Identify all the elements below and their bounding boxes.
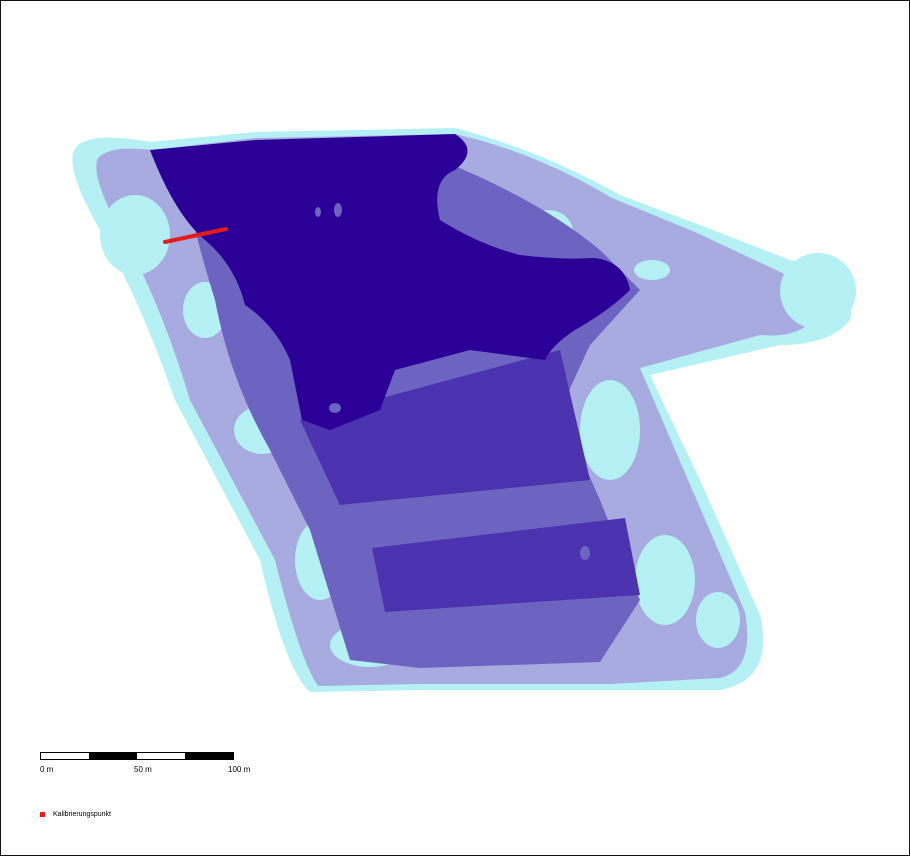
scale-bar: 0 m 50 m 100 m [40, 752, 250, 782]
scale-bar-segments [40, 752, 234, 760]
scale-segment [89, 753, 137, 759]
scale-label-end: 100 m [228, 765, 251, 774]
zone-level-2-mid [300, 350, 590, 505]
scale-label-mid: 50 m [134, 765, 152, 774]
scale-label-start: 0 m [40, 765, 54, 774]
zone-level-2-low [372, 518, 640, 612]
legend: Kalibrierungspunkt [40, 811, 111, 818]
legend-label-calibration: Kalibrierungspunkt [53, 811, 111, 818]
scale-segment [185, 753, 233, 759]
legend-swatch-calibration [40, 812, 45, 817]
scale-segment [137, 753, 185, 759]
calibration-point-marker [163, 227, 228, 244]
scale-segment [41, 753, 89, 759]
zone-darkest [150, 134, 630, 430]
small-specks [315, 203, 590, 560]
